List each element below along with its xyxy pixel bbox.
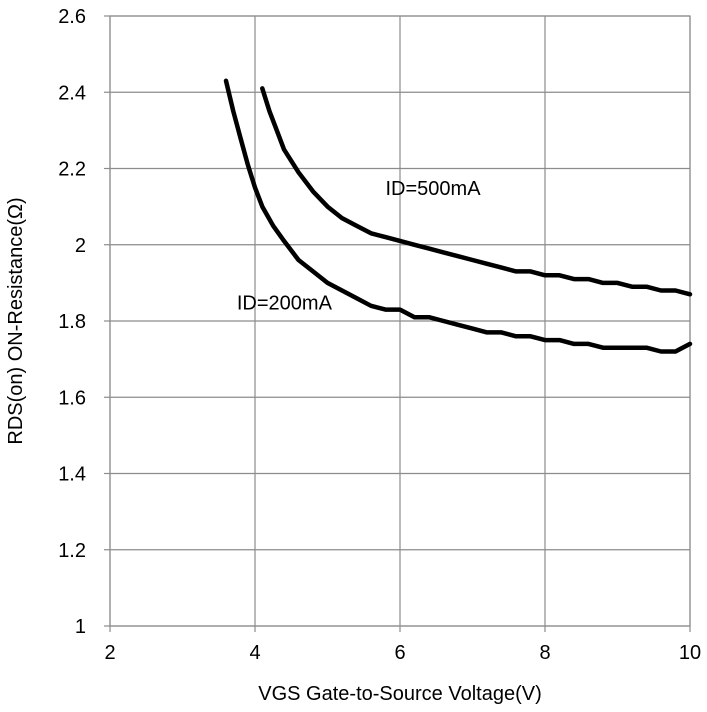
y-tick-label: 2.6: [58, 6, 86, 28]
y-tick-label: 2: [75, 235, 86, 257]
annotations: ID=500mA ID=200mA: [237, 178, 481, 314]
x-axis-ticks: 2 4 6 8 10: [104, 626, 701, 664]
series-line-id-200ma: [223, 78, 693, 354]
x-axis-label: VGS Gate-to-Source Voltage(V): [258, 683, 541, 705]
series-group: [223, 78, 693, 354]
y-tick-label: 1.6: [58, 387, 86, 409]
series-line-id-500ma: [260, 86, 693, 297]
x-tick-label: 4: [249, 642, 260, 664]
y-tick-label: 1: [75, 616, 86, 638]
grid: [109, 15, 691, 627]
y-tick-label: 2.4: [58, 82, 86, 104]
x-tick-label: 10: [679, 642, 701, 664]
x-tick-label: 8: [539, 642, 550, 664]
y-axis-label: RDS(on) ON-Resistance(Ω): [5, 197, 27, 444]
y-tick-label: 1.8: [58, 311, 86, 333]
series-annotation-label: ID=500mA: [386, 178, 482, 200]
y-tick-label: 1.4: [58, 464, 86, 486]
y-axis-ticks: 1 1.2 1.4 1.6 1.8 2 2.2 2.4 2.6: [58, 6, 110, 638]
y-tick-label: 1.2: [58, 540, 86, 562]
series-annotation-label: ID=200mA: [237, 293, 333, 315]
x-tick-label: 6: [394, 642, 405, 664]
y-tick-label: 2.2: [58, 159, 86, 181]
x-tick-label: 2: [104, 642, 115, 664]
